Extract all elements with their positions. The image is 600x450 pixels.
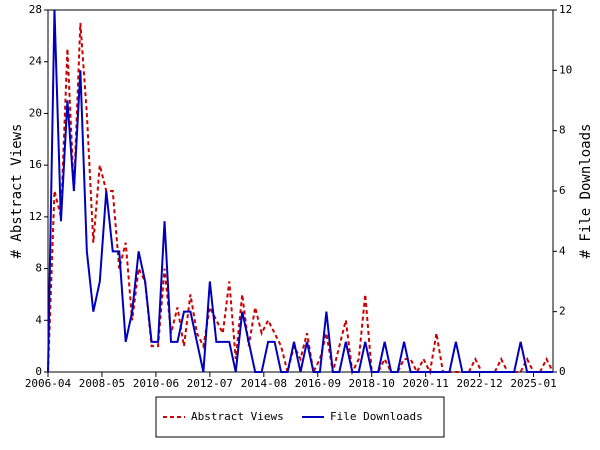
y2-tick-label: 8 — [559, 124, 566, 137]
y-tick-label: 28 — [29, 3, 42, 16]
x-tick-label: 2010-06 — [133, 377, 179, 390]
y-tick-label: 12 — [29, 210, 42, 223]
x-tick-label: 2016-09 — [295, 377, 341, 390]
x-tick-label: 2014-08 — [241, 377, 287, 390]
series-line — [47, 22, 554, 376]
y-axis-label: # Abstract Views — [9, 124, 25, 259]
legend-label: File Downloads — [330, 410, 423, 423]
y2-axis-label: # File Downloads — [578, 124, 594, 259]
y2-tick-label: 12 — [559, 3, 572, 16]
y2-tick-label: 4 — [559, 244, 566, 257]
series-line — [47, 9, 553, 373]
y2-tick-label: 0 — [559, 365, 566, 378]
x-tick-label: 2012-07 — [187, 377, 233, 390]
y-tick-label: 4 — [35, 313, 42, 326]
x-tick-label: 2020-11 — [402, 377, 448, 390]
y2-tick-label: 2 — [559, 305, 566, 318]
x-tick-label: 2006-04 — [25, 377, 72, 390]
y2-tick-label: 10 — [559, 63, 572, 76]
x-tick-label: 2018-10 — [349, 377, 395, 390]
y-tick-label: 0 — [35, 365, 42, 378]
y2-tick-label: 6 — [559, 184, 566, 197]
legend — [155, 396, 445, 438]
x-tick-label: 2022-12 — [456, 377, 502, 390]
legend-label: Abstract Views — [191, 410, 284, 423]
y-tick-label: 20 — [29, 106, 42, 119]
x-tick-label: 2025-01 — [510, 377, 556, 390]
y-tick-label: 8 — [35, 262, 42, 275]
y-tick-label: 16 — [29, 158, 42, 171]
x-tick-label: 2008-05 — [79, 377, 125, 390]
y-tick-label: 24 — [29, 55, 43, 68]
